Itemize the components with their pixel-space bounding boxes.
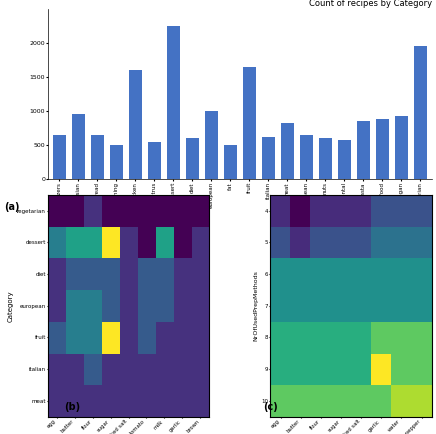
Bar xyxy=(148,142,161,179)
Bar xyxy=(281,123,294,179)
Bar xyxy=(414,46,427,179)
Bar xyxy=(110,145,123,179)
Bar xyxy=(357,121,370,179)
Bar xyxy=(186,138,199,179)
Bar xyxy=(395,116,408,179)
Y-axis label: NrOfUsedPrepMethods: NrOfUsedPrepMethods xyxy=(254,270,259,341)
Bar xyxy=(167,26,180,179)
Bar xyxy=(262,137,275,179)
Bar xyxy=(72,115,85,179)
Bar xyxy=(53,135,66,179)
Text: Count of recipes by Category: Count of recipes by Category xyxy=(309,0,432,8)
Bar xyxy=(375,119,389,179)
Bar xyxy=(300,135,313,179)
Text: (c): (c) xyxy=(263,402,278,412)
Text: (a): (a) xyxy=(4,202,20,212)
Bar xyxy=(337,140,351,179)
Bar xyxy=(204,111,218,179)
Bar xyxy=(319,138,332,179)
Bar xyxy=(243,67,256,179)
Text: (b): (b) xyxy=(64,402,80,412)
Bar xyxy=(129,70,142,179)
Bar xyxy=(91,135,104,179)
Bar xyxy=(224,145,237,179)
Y-axis label: Category: Category xyxy=(7,290,13,322)
